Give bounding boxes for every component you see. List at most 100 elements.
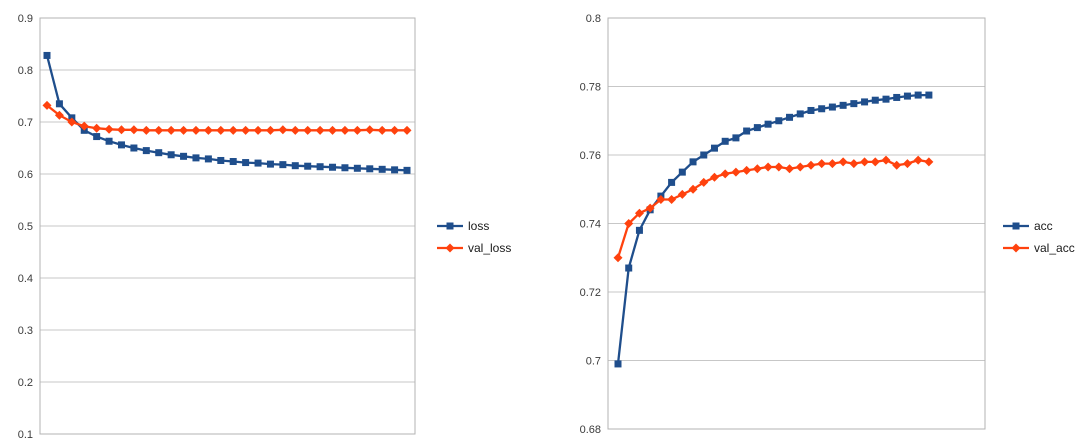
diamond-marker	[763, 162, 773, 172]
diamond-marker	[752, 164, 762, 174]
diamond-marker	[278, 125, 288, 135]
accuracy-chart: 0.8 0.78 0.76 0.74 0.72 0.7 0.68 acc val_acc	[580, 13, 1075, 436]
square-marker	[142, 147, 150, 155]
diamond-marker	[806, 160, 816, 170]
square-marker	[861, 98, 869, 106]
diamond-marker	[827, 159, 837, 169]
square-marker	[192, 154, 200, 162]
diamond-marker	[328, 125, 338, 135]
diamond-marker	[656, 195, 666, 205]
diamond-marker	[104, 124, 114, 134]
square-marker	[353, 164, 361, 172]
loss-chart: 0.9 0.8 0.7 0.6 0.5 0.4 0.3 0.2 0.1 loss val_loss	[18, 13, 512, 438]
series-line-val_acc	[616, 158, 930, 259]
y-axis-tick-label: 0.8	[18, 65, 33, 77]
square-marker	[614, 360, 622, 368]
diamond-marker	[92, 123, 102, 133]
legend-label-val_acc: val_acc	[1034, 241, 1075, 255]
square-marker	[93, 133, 101, 141]
y-axis-tick-label: 0.72	[580, 287, 601, 299]
diamond-marker	[613, 253, 623, 263]
square-marker	[167, 151, 175, 159]
y-axis-tick-label: 0.5	[18, 221, 33, 233]
diamond-marker	[774, 162, 784, 172]
diamond-marker	[290, 125, 300, 135]
square-marker	[635, 226, 643, 234]
diamond-marker	[795, 162, 805, 172]
diamond-marker	[191, 125, 201, 135]
diamond-marker	[54, 110, 64, 120]
diamond-marker	[677, 189, 687, 199]
diamond-marker	[166, 125, 176, 135]
square-marker	[925, 91, 933, 99]
square-marker	[279, 161, 287, 169]
series-markers-acc	[614, 91, 933, 368]
diamond-marker	[116, 125, 126, 135]
legend-item-loss: loss	[437, 219, 489, 233]
diamond-marker	[817, 159, 827, 169]
square-marker	[304, 162, 312, 170]
diamond-marker	[624, 219, 634, 228]
y-axis-tick-label: 0.78	[580, 82, 601, 94]
square-marker	[229, 158, 237, 166]
diamond-marker	[688, 184, 698, 194]
legend-square-marker	[1012, 222, 1020, 230]
series-markers-val_acc	[613, 155, 934, 263]
square-marker	[710, 144, 718, 152]
square-marker	[721, 137, 729, 145]
diamond-marker	[79, 121, 89, 131]
legend-diamond-marker	[445, 243, 455, 253]
y-axis-tick-label: 0.8	[586, 13, 601, 25]
diamond-marker	[667, 195, 677, 205]
diamond-marker	[838, 157, 848, 167]
square-marker	[155, 149, 163, 157]
series-line-val_loss	[46, 104, 407, 132]
diamond-marker	[216, 125, 226, 135]
square-marker	[764, 120, 772, 128]
legend-item-acc: acc	[1003, 219, 1053, 233]
square-marker	[743, 127, 751, 135]
legend-label-loss: loss	[468, 219, 489, 233]
diamond-marker	[645, 203, 655, 213]
diamond-marker	[860, 157, 870, 167]
square-marker	[753, 124, 761, 132]
diamond-marker	[265, 125, 275, 135]
diamond-marker	[352, 125, 362, 135]
legend-item-val_loss: val_loss	[437, 241, 511, 255]
series-markers-val_loss	[42, 100, 412, 135]
square-marker	[678, 168, 686, 176]
diamond-marker	[253, 125, 263, 135]
square-marker	[732, 134, 740, 142]
diamond-marker	[129, 125, 139, 135]
diamond-marker	[870, 157, 880, 167]
y-axis-tick-label: 0.9	[18, 13, 33, 25]
square-marker	[871, 96, 879, 104]
y-axis-tick-label: 0.68	[580, 424, 601, 436]
square-marker	[807, 106, 815, 114]
square-marker	[403, 166, 411, 174]
square-marker	[366, 165, 374, 173]
square-marker	[43, 51, 51, 59]
square-marker	[266, 160, 274, 168]
diamond-marker	[154, 125, 164, 135]
square-marker	[668, 178, 676, 186]
diamond-marker	[699, 177, 709, 187]
diamond-marker	[377, 125, 387, 135]
square-marker	[828, 103, 836, 111]
series-line-acc	[616, 93, 929, 365]
square-marker	[882, 95, 890, 103]
diamond-marker	[731, 167, 741, 177]
square-marker	[850, 100, 858, 108]
legend-label-val_loss: val_loss	[468, 241, 511, 255]
legend-item-val_acc: val_acc	[1003, 241, 1075, 255]
square-marker	[117, 141, 125, 149]
y-axis-tick-label: 0.1	[18, 429, 33, 438]
square-marker	[316, 163, 324, 171]
diamond-marker	[742, 165, 752, 175]
y-axis-tick-label: 0.6	[18, 169, 33, 181]
square-marker	[796, 110, 804, 118]
square-marker	[291, 162, 299, 170]
diamond-marker	[340, 125, 350, 135]
diamond-marker	[42, 100, 52, 110]
